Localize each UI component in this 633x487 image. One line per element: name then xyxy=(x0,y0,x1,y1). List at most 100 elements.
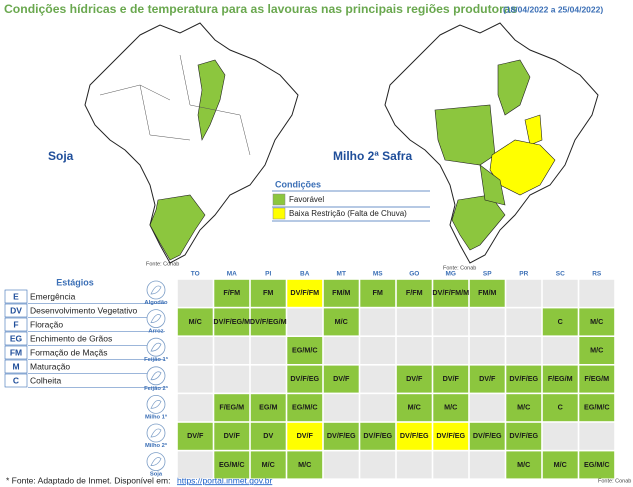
table-cell xyxy=(287,279,323,307)
stage-code-box xyxy=(4,289,28,304)
table-cell xyxy=(579,365,615,393)
table-cell xyxy=(396,451,432,479)
cell-text: DV/F xyxy=(443,374,460,383)
cell-text: M/C xyxy=(335,317,348,326)
table-cell xyxy=(506,394,542,422)
stage-name: Emergência xyxy=(30,291,76,301)
table-cell xyxy=(250,422,286,450)
table-cell xyxy=(250,308,286,336)
table-cell xyxy=(542,394,578,422)
stage-code-box xyxy=(4,331,28,346)
column-header: MS xyxy=(373,271,383,278)
table-cell xyxy=(214,365,250,393)
cell-text: FM xyxy=(373,288,383,297)
table-cell xyxy=(214,308,250,336)
crop-icon-leaf xyxy=(150,314,162,323)
legend-swatch xyxy=(272,193,286,206)
cell-text: DV/F xyxy=(187,431,204,440)
crop-label: Soja xyxy=(150,472,163,478)
table-cell xyxy=(323,451,359,479)
cell-text: M/C xyxy=(517,460,530,469)
table-cell xyxy=(287,394,323,422)
cell-text: DV/F/EG xyxy=(509,374,538,383)
cell-text: M/C xyxy=(408,403,421,412)
cell-text: M/C xyxy=(590,345,603,354)
table-cell xyxy=(214,337,250,364)
cell-text: DV/F xyxy=(333,374,350,383)
cell-text: FM/M xyxy=(478,288,496,297)
table-cell xyxy=(579,279,615,307)
table-cell xyxy=(214,451,250,479)
stages-title: Estágios xyxy=(56,277,94,287)
stage-code: FM xyxy=(10,347,22,357)
table-cell xyxy=(506,337,542,364)
table-cell xyxy=(214,279,250,307)
table-cell xyxy=(469,394,505,422)
stage-code-box xyxy=(4,345,28,360)
cell-text: C xyxy=(558,317,563,326)
table-cell xyxy=(360,422,396,450)
table-cell xyxy=(177,451,213,479)
table-cell xyxy=(469,451,505,479)
table-source: Fonte: Conab xyxy=(598,478,631,484)
stage-name: Colheita xyxy=(30,375,61,385)
table-cell xyxy=(287,422,323,450)
table-cell xyxy=(323,365,359,393)
cell-text: FM/M xyxy=(332,288,350,297)
column-header: PR xyxy=(519,271,528,278)
table-cell xyxy=(506,279,542,307)
legend-label: Favorável xyxy=(289,195,324,204)
cell-text: DV/F/EG xyxy=(400,431,429,440)
table-cell xyxy=(506,422,542,450)
cell-text: EG/M xyxy=(259,403,277,412)
table-cell xyxy=(287,451,323,479)
cell-text: EG/M/C xyxy=(292,403,318,412)
crop-label: Feijão 1ª xyxy=(144,356,169,363)
crop-icon xyxy=(146,394,166,414)
table-cell xyxy=(287,308,323,336)
cell-text: DV/F xyxy=(297,431,314,440)
column-header: RS xyxy=(592,271,602,278)
table-cell xyxy=(433,308,469,336)
table-cell xyxy=(542,279,578,307)
crop-label: Arroz xyxy=(148,329,163,335)
stage-code-box xyxy=(4,359,28,374)
cell-text: DV/F/EG xyxy=(290,374,319,383)
cell-text: EG/M/C xyxy=(584,403,610,412)
crop-icon xyxy=(146,423,166,443)
crop-icon xyxy=(146,280,166,300)
table-cell xyxy=(542,365,578,393)
stage-name: Maturação xyxy=(30,361,70,371)
table-cell xyxy=(579,451,615,479)
table-cell xyxy=(177,308,213,336)
table-cell xyxy=(542,308,578,336)
column-header: GO xyxy=(409,271,419,278)
table-cell xyxy=(542,451,578,479)
cell-text: DV/F xyxy=(479,374,496,383)
column-header: TO xyxy=(191,271,200,278)
table-cell xyxy=(214,394,250,422)
cell-text: DV/F/EG xyxy=(363,431,392,440)
crop-icon xyxy=(146,337,166,357)
cell-text: DV/F/EG xyxy=(509,431,538,440)
table-cell xyxy=(214,422,250,450)
table-cell xyxy=(506,365,542,393)
table-cell xyxy=(396,279,432,307)
table-cell xyxy=(469,365,505,393)
crop-icon xyxy=(146,309,166,329)
table-cell xyxy=(469,422,505,450)
footer-link[interactable]: https://portal.inmet.gov.br xyxy=(177,475,272,485)
column-header: MA xyxy=(227,271,237,278)
cell-text: M/C xyxy=(189,317,202,326)
column-header: SP xyxy=(483,271,492,278)
cell-text: DV xyxy=(263,431,273,440)
table-cell xyxy=(396,337,432,364)
stage-code-box xyxy=(4,373,28,388)
crop-icon-leaf xyxy=(150,457,162,466)
table-cell xyxy=(250,279,286,307)
crop-icon-leaf xyxy=(150,285,162,295)
cell-text: DV/F/EG xyxy=(436,431,465,440)
column-header: SC xyxy=(556,271,565,278)
table-cell xyxy=(250,337,286,364)
